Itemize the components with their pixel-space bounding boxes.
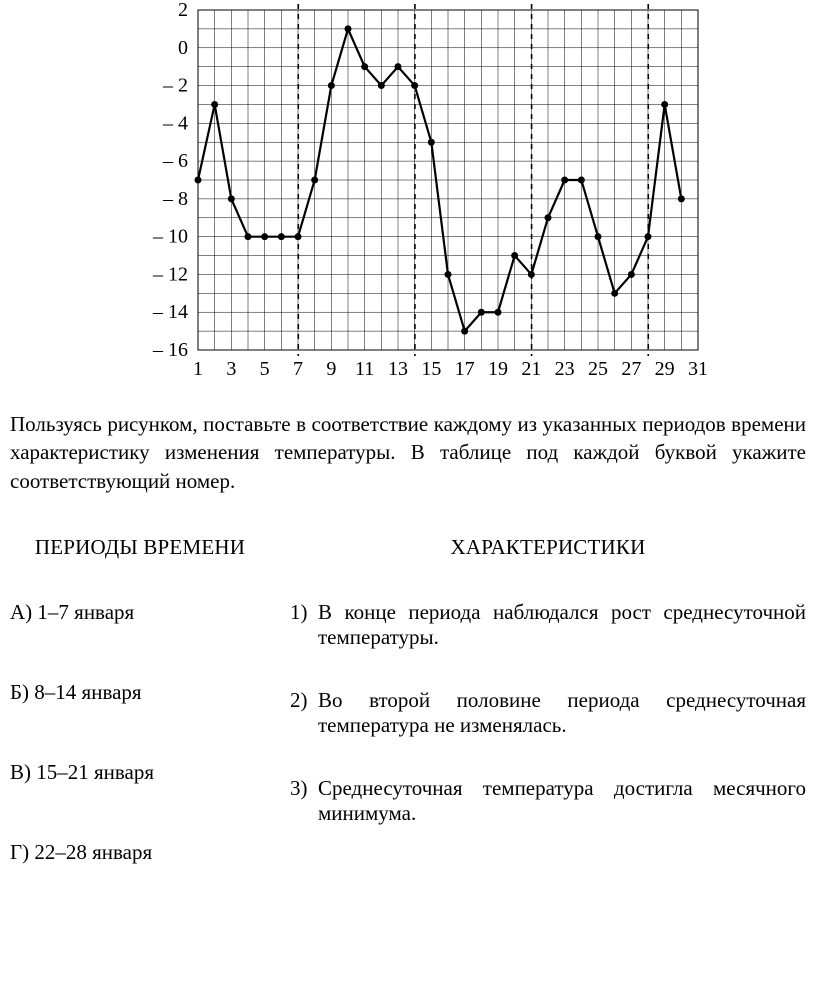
characteristics-list: 1)В конце периода наблюдался рост средне…: [290, 600, 806, 826]
characteristic-number: 2): [290, 688, 318, 738]
period-list: А) 1–7 января Б) 8–14 января В) 15–21 янва…: [10, 600, 270, 865]
svg-text:5: 5: [260, 358, 270, 380]
matching-columns: ПЕРИОДЫ ВРЕМЕНИ А) 1–7 января Б) 8–14 янв…: [10, 535, 806, 920]
characteristics-heading: ХАРАКТЕРИСТИКИ: [290, 535, 806, 560]
periods-heading: ПЕРИОДЫ ВРЕМЕНИ: [10, 535, 270, 560]
period-item: В) 15–21 января: [10, 760, 270, 785]
svg-text:13: 13: [388, 358, 408, 380]
characteristic-number: 1): [290, 600, 318, 650]
characteristic-text: Во второй половине периода среднесуточна…: [318, 688, 806, 738]
characteristic-text: В конце периода наблюдался рост среднесу…: [318, 600, 806, 650]
characteristics-column: ХАРАКТЕРИСТИКИ 1)В конце периода наблюда…: [290, 535, 806, 920]
svg-text:0: 0: [178, 37, 188, 59]
svg-text:21: 21: [521, 358, 541, 380]
svg-text:19: 19: [488, 358, 508, 380]
svg-text:– 2: – 2: [162, 75, 188, 97]
svg-text:– 14: – 14: [152, 301, 188, 323]
period-item: Б) 8–14 января: [10, 680, 270, 705]
characteristic-text: Среднесуточная температура достигла меся…: [318, 776, 806, 826]
temperature-chart: 20– 2– 4– 6– 8– 10– 12– 14– 161357911131…: [98, 0, 718, 400]
period-item: А) 1–7 января: [10, 600, 270, 625]
svg-text:3: 3: [226, 358, 236, 380]
period-item: Г) 22–28 января: [10, 840, 270, 865]
svg-text:2: 2: [178, 0, 188, 21]
svg-text:– 16: – 16: [152, 339, 188, 361]
svg-text:1: 1: [193, 358, 203, 380]
svg-text:27: 27: [621, 358, 641, 380]
characteristic-item: 2)Во второй половине периода среднесуточ…: [290, 688, 806, 738]
svg-text:15: 15: [421, 358, 441, 380]
instruction-text: Пользуясь рисунком, поставьте в соответс…: [10, 410, 806, 495]
svg-text:– 12: – 12: [152, 263, 188, 285]
characteristic-item: 1)В конце периода наблюдался рост средне…: [290, 600, 806, 650]
periods-column: ПЕРИОДЫ ВРЕМЕНИ А) 1–7 января Б) 8–14 янв…: [10, 535, 270, 920]
svg-text:29: 29: [655, 358, 675, 380]
svg-text:– 4: – 4: [162, 112, 188, 134]
svg-text:23: 23: [555, 358, 575, 380]
characteristic-number: 3): [290, 776, 318, 826]
svg-text:17: 17: [455, 358, 475, 380]
svg-text:31: 31: [688, 358, 708, 380]
chart-container: 20– 2– 4– 6– 8– 10– 12– 14– 161357911131…: [10, 0, 806, 400]
svg-text:9: 9: [326, 358, 336, 380]
svg-text:– 10: – 10: [152, 226, 188, 248]
svg-text:– 8: – 8: [162, 188, 188, 210]
svg-text:11: 11: [355, 358, 374, 380]
svg-text:25: 25: [588, 358, 608, 380]
svg-text:7: 7: [293, 358, 303, 380]
characteristic-item: 3)Среднесуточная температура достигла ме…: [290, 776, 806, 826]
svg-text:– 6: – 6: [162, 150, 188, 172]
